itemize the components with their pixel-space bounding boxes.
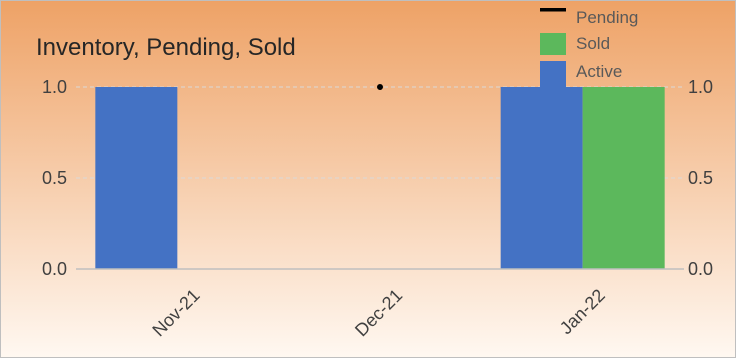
legend-swatch-active (540, 61, 566, 99)
y-tick-label-right: 0.5 (688, 168, 713, 188)
legend-swatch-sold (540, 33, 566, 55)
y-tick-label-left: 0.5 (42, 168, 67, 188)
bar-sold-jan-22 (582, 87, 665, 269)
point-pending-dec-21 (377, 84, 383, 90)
legend-label-pending: Pending (576, 8, 638, 27)
bars (95, 87, 665, 269)
legend-label-active: Active (576, 62, 622, 81)
y-tick-label-left: 0.0 (42, 259, 67, 279)
chart-title: Inventory, Pending, Sold (36, 34, 296, 61)
y-tick-label-right: 1.0 (688, 77, 713, 97)
legend-swatch-pending (540, 8, 566, 12)
points (377, 84, 383, 90)
bar-active-nov-21 (95, 87, 178, 269)
y-tick-label-right: 0.0 (688, 259, 713, 279)
legend: Pending Sold Active (540, 8, 638, 99)
bar-active-jan-22 (500, 87, 583, 269)
legend-label-sold: Sold (576, 34, 610, 53)
y-tick-label-left: 1.0 (42, 77, 67, 97)
